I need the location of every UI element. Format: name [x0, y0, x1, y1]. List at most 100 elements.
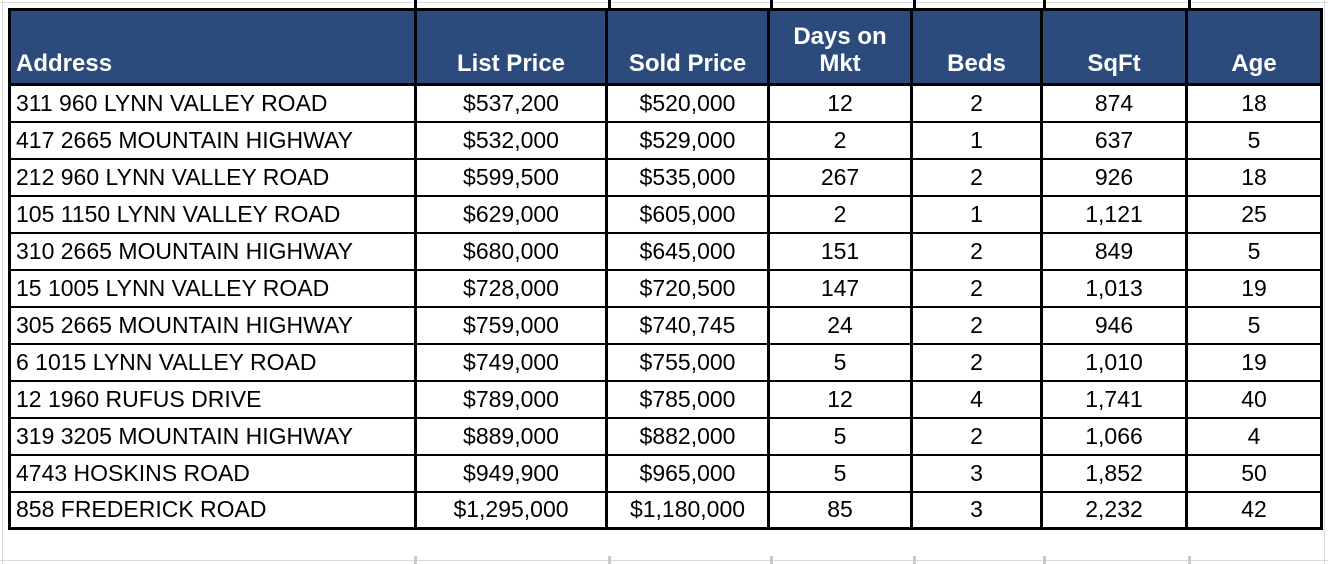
- cell-sold-price: $785,000: [605, 379, 770, 419]
- excel-gridline-bottom: [0, 560, 1328, 561]
- cell-beds: 2: [910, 157, 1043, 197]
- cell-list-price: $749,000: [414, 342, 608, 382]
- excel-gridline-left: [2, 0, 3, 564]
- cell-age: 5: [1185, 305, 1323, 345]
- gridline-stub-top: [1188, 0, 1191, 8]
- cell-address: 6 1015 LYNN VALLEY ROAD: [8, 342, 417, 382]
- cell-beds: 2: [910, 83, 1043, 123]
- gridline-stub-bottom: [770, 556, 773, 564]
- cell-beds: 3: [910, 490, 1043, 530]
- column-header-list-price: List Price: [414, 8, 608, 86]
- cell-beds: 2: [910, 305, 1043, 345]
- cell-days-on-mkt: 5: [767, 453, 913, 493]
- cell-sqft: 1,852: [1040, 453, 1188, 493]
- cell-days-on-mkt: 5: [767, 416, 913, 456]
- cell-sold-price: $720,500: [605, 268, 770, 308]
- cell-age: 42: [1185, 490, 1323, 530]
- cell-sqft: 1,121: [1040, 194, 1188, 234]
- excel-gridline-right: [1324, 0, 1325, 564]
- column-header-age: Age: [1185, 8, 1323, 86]
- cell-beds: 2: [910, 268, 1043, 308]
- table-row: 305 2665 MOUNTAIN HIGHWAY $759,000 $740,74…: [8, 305, 1323, 345]
- cell-sqft: 2,232: [1040, 490, 1188, 530]
- cell-sold-price: $965,000: [605, 453, 770, 493]
- cell-list-price: $629,000: [414, 194, 608, 234]
- cell-age: 18: [1185, 83, 1323, 123]
- table-row: 417 2665 MOUNTAIN HIGHWAY $532,000 $529,00…: [8, 120, 1323, 160]
- cell-sqft: 874: [1040, 83, 1188, 123]
- table-row: 319 3205 MOUNTAIN HIGHWAY $889,000 $882,00…: [8, 416, 1323, 456]
- cell-sold-price: $740,745: [605, 305, 770, 345]
- cell-list-price: $759,000: [414, 305, 608, 345]
- table-row: 6 1015 LYNN VALLEY ROAD $749,000 $755,000 5…: [8, 342, 1323, 382]
- gridline-stub-bottom: [1188, 556, 1191, 564]
- cell-address: 417 2665 MOUNTAIN HIGHWAY: [8, 120, 417, 160]
- cell-age: 19: [1185, 268, 1323, 308]
- cell-days-on-mkt: 151: [767, 231, 913, 271]
- cell-beds: 2: [910, 342, 1043, 382]
- cell-age: 5: [1185, 231, 1323, 271]
- cell-address: 305 2665 MOUNTAIN HIGHWAY: [8, 305, 417, 345]
- cell-days-on-mkt: 12: [767, 379, 913, 419]
- cell-address: 4743 HOSKINS ROAD: [8, 453, 417, 493]
- gridline-stub-bottom: [1043, 556, 1046, 564]
- cell-days-on-mkt: 267: [767, 157, 913, 197]
- cell-days-on-mkt: 5: [767, 342, 913, 382]
- cell-list-price: $532,000: [414, 120, 608, 160]
- gridline-stub-top: [608, 0, 611, 8]
- cell-list-price: $599,500: [414, 157, 608, 197]
- cell-age: 25: [1185, 194, 1323, 234]
- cell-list-price: $680,000: [414, 231, 608, 271]
- table-row: 12 1960 RUFUS DRIVE $789,000 $785,000 12 4 1,…: [8, 379, 1323, 419]
- cell-age: 50: [1185, 453, 1323, 493]
- cell-days-on-mkt: 24: [767, 305, 913, 345]
- cell-days-on-mkt: 2: [767, 194, 913, 234]
- gridline-stub-top: [1043, 0, 1046, 8]
- cell-days-on-mkt: 12: [767, 83, 913, 123]
- cell-sqft: 1,010: [1040, 342, 1188, 382]
- cell-beds: 4: [910, 379, 1043, 419]
- cell-days-on-mkt: 147: [767, 268, 913, 308]
- table-row: 310 2665 MOUNTAIN HIGHWAY $680,000 $645,00…: [8, 231, 1323, 271]
- gridline-stub-top: [913, 0, 916, 8]
- excel-gridline-top: [0, 2, 1328, 3]
- cell-sqft: 637: [1040, 120, 1188, 160]
- gridline-stub-bottom: [913, 556, 916, 564]
- column-header-address: Address: [8, 8, 417, 86]
- cell-beds: 3: [910, 453, 1043, 493]
- sold-listings-table: Address List Price Sold Price Days on Mkt Be…: [8, 8, 1323, 530]
- cell-list-price: $728,000: [414, 268, 608, 308]
- cell-sold-price: $882,000: [605, 416, 770, 456]
- cell-address: 15 1005 LYNN VALLEY ROAD: [8, 268, 417, 308]
- cell-address: 105 1150 LYNN VALLEY ROAD: [8, 194, 417, 234]
- column-header-days-on-mkt: Days on Mkt: [767, 8, 913, 86]
- gridline-stub-bottom: [608, 556, 611, 564]
- cell-sqft: 946: [1040, 305, 1188, 345]
- cell-days-on-mkt: 2: [767, 120, 913, 160]
- cell-sold-price: $755,000: [605, 342, 770, 382]
- cell-age: 19: [1185, 342, 1323, 382]
- cell-sold-price: $535,000: [605, 157, 770, 197]
- cell-address: 12 1960 RUFUS DRIVE: [8, 379, 417, 419]
- gridline-stub-top: [414, 0, 417, 8]
- column-header-sqft: SqFt: [1040, 8, 1188, 86]
- table-row: 4743 HOSKINS ROAD $949,900 $965,000 5 3 1,852…: [8, 453, 1323, 493]
- cell-beds: 1: [910, 120, 1043, 160]
- cell-sqft: 1,013: [1040, 268, 1188, 308]
- cell-list-price: $789,000: [414, 379, 608, 419]
- gridline-stub-top: [770, 0, 773, 8]
- cell-list-price: $949,900: [414, 453, 608, 493]
- cell-address: 858 FREDERICK ROAD: [8, 490, 417, 530]
- cell-beds: 2: [910, 416, 1043, 456]
- column-header-beds: Beds: [910, 8, 1043, 86]
- cell-beds: 2: [910, 231, 1043, 271]
- column-header-sold-price: Sold Price: [605, 8, 770, 86]
- cell-address: 319 3205 MOUNTAIN HIGHWAY: [8, 416, 417, 456]
- table-row: 15 1005 LYNN VALLEY ROAD $728,000 $720,500…: [8, 268, 1323, 308]
- table-row: 858 FREDERICK ROAD $1,295,000 $1,180,000 85…: [8, 490, 1323, 530]
- cell-sold-price: $1,180,000: [605, 490, 770, 530]
- cell-age: 18: [1185, 157, 1323, 197]
- header-row: Address List Price Sold Price Days on Mkt Be…: [8, 8, 1323, 86]
- table-row: 212 960 LYNN VALLEY ROAD $599,500 $535,000…: [8, 157, 1323, 197]
- cell-sqft: 1,066: [1040, 416, 1188, 456]
